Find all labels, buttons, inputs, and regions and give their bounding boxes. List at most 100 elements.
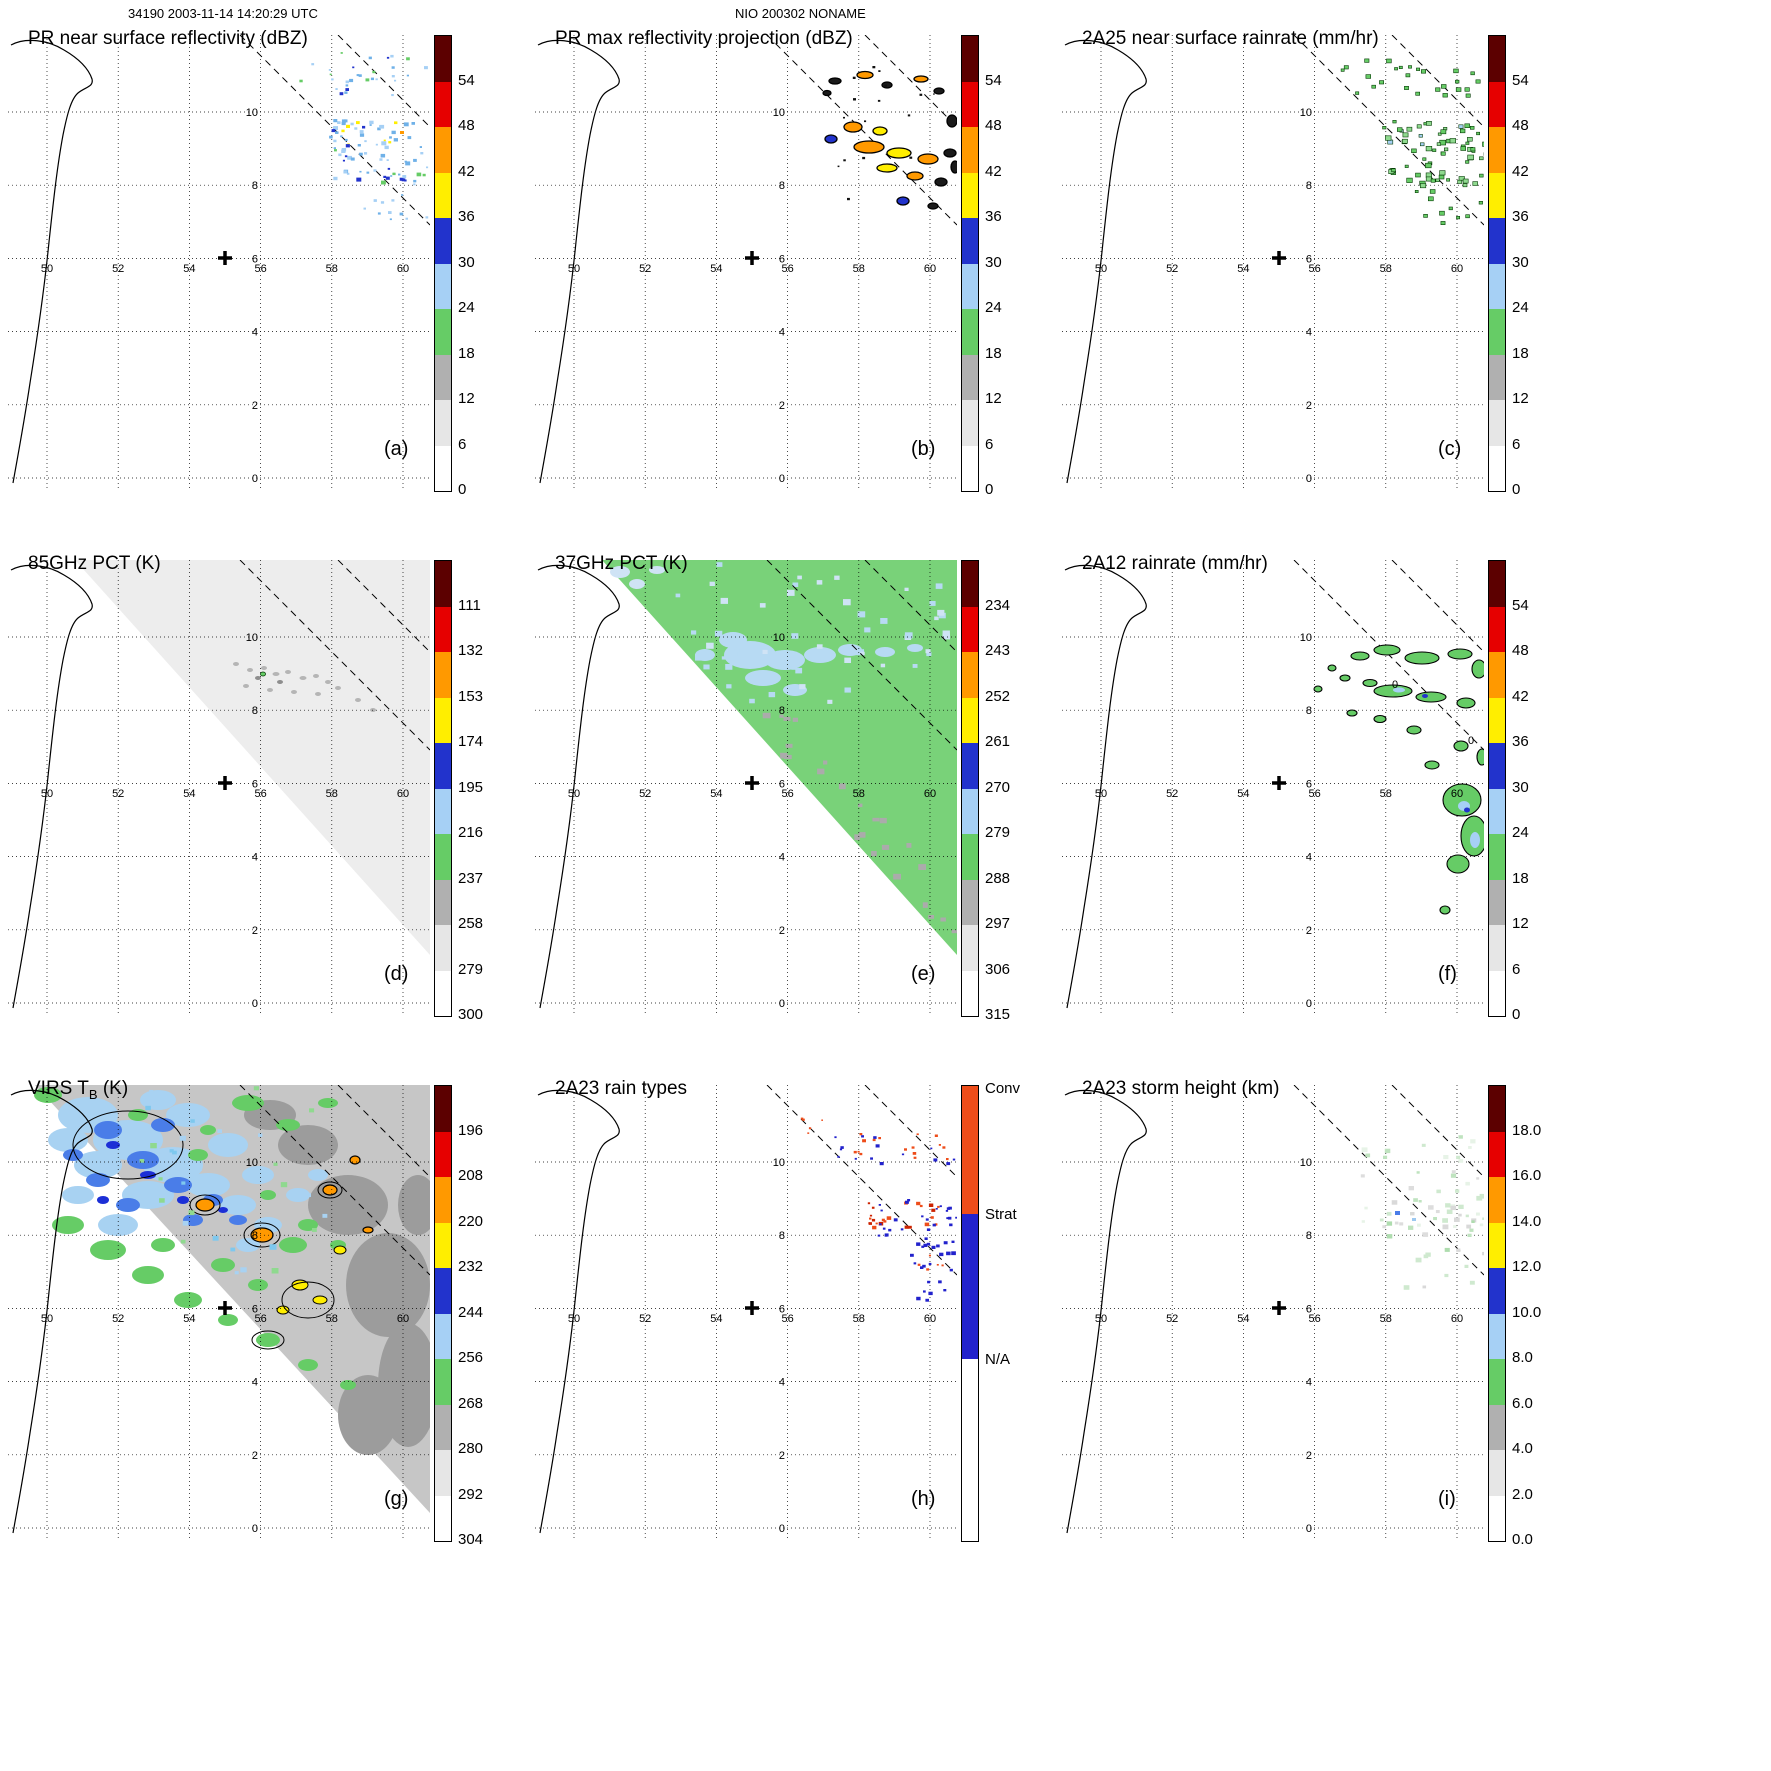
y-tick-label: 2 bbox=[1306, 925, 1312, 937]
colorbar-segment bbox=[435, 400, 451, 446]
colorbar-tick-label: 237 bbox=[458, 869, 484, 887]
colorbar-segment bbox=[435, 263, 451, 309]
panel-title: 2A12 rainrate (mm/hr) bbox=[1082, 553, 1268, 574]
colorbar-segment bbox=[1489, 1313, 1505, 1359]
colorbar-segment bbox=[1489, 36, 1505, 82]
x-tick-label: 54 bbox=[1237, 263, 1249, 275]
storm-center-marker bbox=[745, 251, 759, 265]
colorbar-tick-label: 12 bbox=[1512, 390, 1529, 407]
colorbar-tick-label: 24 bbox=[458, 299, 475, 316]
y-tick-label: 8 bbox=[779, 180, 785, 192]
y-tick-label: 0 bbox=[252, 1523, 258, 1535]
swath-edge-line bbox=[337, 560, 430, 653]
panel-letter: (f) bbox=[1438, 963, 1457, 985]
colorbar-tick-label: 36 bbox=[1512, 208, 1529, 225]
colorbar-segment bbox=[1489, 309, 1505, 355]
tick-labels: 50 52 54 56 58 60 0 2 4 6 8 10 bbox=[41, 632, 409, 1010]
colorbar-segment bbox=[435, 1404, 451, 1450]
x-tick-label: 52 bbox=[112, 788, 124, 800]
x-tick-label: 60 bbox=[1451, 263, 1463, 275]
coastline bbox=[537, 564, 620, 1009]
x-tick-label: 50 bbox=[41, 263, 53, 275]
ice-scatter-specks bbox=[233, 662, 376, 712]
panel-letter: (i) bbox=[1438, 1488, 1456, 1510]
colorbar-tick-label: 216 bbox=[458, 824, 484, 841]
rain-type-pixels bbox=[800, 1117, 957, 1302]
contour-label: 0 bbox=[1468, 735, 1474, 747]
colorbar-segment bbox=[962, 218, 978, 264]
colorbar-segment bbox=[1489, 218, 1505, 264]
x-tick-label: 52 bbox=[1166, 788, 1178, 800]
y-tick-label: 4 bbox=[252, 852, 258, 864]
colorbar-tick-label: 6 bbox=[1512, 960, 1521, 978]
swath-edge-line bbox=[766, 1085, 957, 1276]
colorbar-segment bbox=[962, 1358, 978, 1541]
y-tick-label: 0 bbox=[1306, 1523, 1312, 1535]
panel-g: 50 52 54 56 58 60 0 2 4 6 8 10 VIRS TB (K) (g) 196 208 2… bbox=[0, 1050, 527, 1575]
colorbar-tick-label: 244 bbox=[458, 1303, 484, 1321]
colorbar-tick-label: 36 bbox=[458, 208, 475, 225]
storm-center-marker bbox=[745, 776, 759, 790]
y-tick-label: 10 bbox=[246, 107, 258, 119]
y-tick-label: 6 bbox=[252, 1303, 258, 1315]
colorbar-segment bbox=[435, 925, 451, 971]
colorbar-tick-label: 30 bbox=[985, 253, 1002, 271]
panel-title: 85GHz PCT (K) bbox=[28, 553, 161, 574]
colorbar-segment bbox=[435, 309, 451, 355]
colorbar-tick-label: 252 bbox=[985, 687, 1011, 705]
colorbar-tick-label: 279 bbox=[985, 824, 1011, 841]
colorbar-segment bbox=[435, 1268, 451, 1314]
colorbar-tick-label: 304 bbox=[458, 1531, 484, 1548]
colorbar-segment bbox=[435, 1495, 451, 1541]
colorbar-segment bbox=[962, 788, 978, 834]
y-tick-label: 6 bbox=[252, 253, 258, 265]
colorbar-segment bbox=[435, 218, 451, 264]
colorbar-segment bbox=[962, 400, 978, 446]
panel-title: PR max reflectivity projection (dBZ) bbox=[555, 28, 853, 49]
colorbar-tick-label: 6.0 bbox=[1512, 1394, 1533, 1412]
colorbar-segment bbox=[1489, 697, 1505, 743]
coastline bbox=[1064, 39, 1147, 484]
colorbar-f bbox=[1488, 560, 1506, 1017]
colorbar-segment bbox=[962, 697, 978, 743]
colorbar-tick-label: 268 bbox=[458, 1394, 484, 1412]
colorbar-segment bbox=[1489, 263, 1505, 309]
x-tick-label: 54 bbox=[183, 263, 195, 275]
swath-edge-line bbox=[1293, 35, 1484, 226]
colorbar-segment bbox=[1489, 1268, 1505, 1314]
x-tick-label: 52 bbox=[639, 1313, 651, 1325]
colorbar-segment bbox=[435, 1359, 451, 1405]
swath-edge-line bbox=[239, 560, 430, 751]
panel-i: 50 52 54 56 58 60 0 2 4 6 8 10 2A23 storm height (km… bbox=[1054, 1050, 1581, 1575]
x-tick-label: 52 bbox=[112, 1313, 124, 1325]
colorbar-tick-label: 234 bbox=[985, 596, 1011, 614]
colorbar-tick-label: 42 bbox=[1512, 687, 1529, 705]
x-tick-label: 60 bbox=[397, 263, 409, 275]
colorbar-tick-label: 288 bbox=[985, 869, 1011, 887]
colorbar-tick-label: 18 bbox=[458, 344, 475, 362]
storm-center-marker bbox=[218, 251, 232, 265]
colorbar-tick-label: 42 bbox=[985, 162, 1002, 180]
colorbar-segment bbox=[435, 1222, 451, 1268]
radar-echoes bbox=[822, 66, 957, 210]
colorbar-segment bbox=[1489, 1131, 1505, 1177]
panel-letter: (h) bbox=[911, 1488, 936, 1510]
colorbar-tick-label: 111 bbox=[458, 596, 481, 614]
map-e: 50 52 54 56 58 60 0 2 4 6 8 10 bbox=[535, 560, 957, 1015]
y-tick-label: 4 bbox=[779, 852, 785, 864]
tick-labels: 50 52 54 56 58 60 0 2 4 6 8 10 bbox=[568, 1157, 936, 1535]
y-tick-label: 10 bbox=[773, 107, 785, 119]
x-tick-label: 58 bbox=[1380, 788, 1392, 800]
colorbar-segment bbox=[962, 652, 978, 698]
colorbar-segment bbox=[962, 309, 978, 355]
y-tick-label: 4 bbox=[1306, 1377, 1312, 1389]
x-tick-label: 52 bbox=[639, 788, 651, 800]
colorbar-tick-label: 0 bbox=[985, 481, 994, 498]
x-tick-label: 60 bbox=[924, 263, 936, 275]
colorbar-tick-label: 30 bbox=[1512, 778, 1529, 796]
y-tick-label: 2 bbox=[779, 400, 785, 412]
x-tick-label: 52 bbox=[639, 263, 651, 275]
colorbar-tick-label: 54 bbox=[1512, 71, 1529, 89]
x-tick-label: 60 bbox=[924, 788, 936, 800]
colorbar-segment bbox=[962, 606, 978, 652]
